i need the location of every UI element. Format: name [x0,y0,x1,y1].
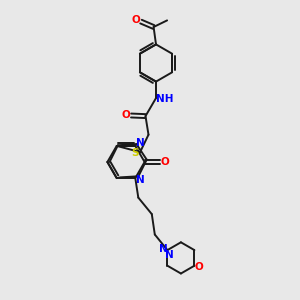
Text: O: O [195,262,204,272]
Text: NH: NH [156,94,174,104]
Text: O: O [122,110,130,120]
Text: N: N [136,175,145,185]
Text: N: N [158,244,167,254]
Text: O: O [161,157,170,167]
Text: O: O [132,15,141,26]
Text: N: N [164,250,173,260]
Text: S: S [131,148,139,158]
Text: N: N [136,139,145,148]
